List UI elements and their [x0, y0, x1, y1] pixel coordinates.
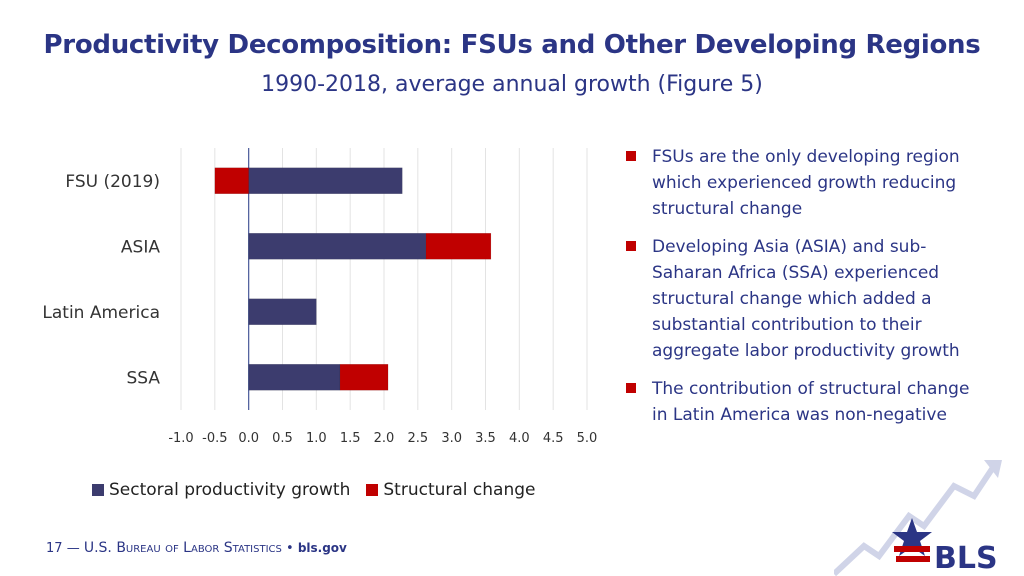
- page-number: 17: [46, 541, 63, 556]
- bar-sectoral: [248, 167, 403, 194]
- bullet-list: FSUs are the only developing region whic…: [626, 144, 976, 440]
- y-category-label: FSU (2019): [65, 172, 160, 192]
- x-tick-label: 3.5: [475, 431, 496, 446]
- logo-text: BLS: [934, 541, 998, 576]
- bar-structural: [214, 167, 249, 194]
- bullet-text: FSUs are the only developing region whic…: [652, 147, 960, 219]
- x-tick-label: 5.0: [577, 431, 598, 446]
- bullet-item: Developing Asia (ASIA) and sub-Saharan A…: [626, 234, 976, 364]
- page-title: Productivity Decomposition: FSUs and Oth…: [43, 30, 981, 60]
- x-tick-label: 3.0: [441, 431, 462, 446]
- footer-dash: —: [66, 541, 80, 556]
- bullet-item: FSUs are the only developing region whic…: [626, 144, 976, 222]
- logo-trend-line: [834, 464, 997, 576]
- x-tick-label: 4.0: [509, 431, 530, 446]
- x-tick-label: 1.5: [340, 431, 361, 446]
- x-tick-label: -0.5: [202, 431, 227, 446]
- legend-label-structural: Structural change: [383, 480, 536, 500]
- x-tick-label: -1.0: [168, 431, 193, 446]
- x-tick-label: 0.5: [272, 431, 293, 446]
- x-tick-label: 1.0: [306, 431, 327, 446]
- y-category-label: Latin America: [42, 303, 160, 323]
- bullet-square-icon: [626, 151, 636, 161]
- chart-legend: Sectoral productivity growth Structural …: [92, 480, 551, 500]
- bar-sectoral: [248, 233, 427, 260]
- page-subtitle: 1990-2018, average annual growth (Figure…: [261, 72, 763, 97]
- bar-sectoral: [248, 364, 341, 391]
- footer-website[interactable]: bls.gov: [297, 541, 347, 555]
- bar-structural: [339, 364, 389, 391]
- bar-sectoral: [248, 298, 317, 325]
- logo-star-icon: [892, 518, 932, 556]
- bar-structural: [425, 233, 492, 260]
- footer-org: U.S. Bureau of Labor Statistics: [83, 540, 282, 556]
- bullet-text: The contribution of structural change in…: [652, 379, 970, 425]
- legend-item-sectoral: Sectoral productivity growth: [92, 480, 350, 500]
- bar-chart: -1.0 -0.5 0.0 0.5 1.0 1.5 2.0 2.5 3.0 3.5 4.0 4.5 5.…: [42, 148, 598, 446]
- x-tick-label: 4.5: [543, 431, 564, 446]
- footer-separator: •: [286, 541, 294, 556]
- bullet-square-icon: [626, 241, 636, 251]
- bullet-square-icon: [626, 383, 636, 393]
- footer: 17 — U.S. Bureau of Labor Statistics • b…: [46, 540, 347, 556]
- logo-stripe: [896, 556, 930, 562]
- logo-arrow-icon: [984, 460, 1002, 478]
- y-category-label: SSA: [126, 368, 160, 388]
- x-tick-label: 0.0: [238, 431, 259, 446]
- bullet-item: The contribution of structural change in…: [626, 376, 976, 428]
- legend-swatch-sectoral: [92, 484, 104, 496]
- legend-label-sectoral: Sectoral productivity growth: [109, 480, 351, 500]
- x-tick-label: 2.5: [407, 431, 428, 446]
- legend-item-structural: Structural change: [366, 480, 535, 500]
- legend-swatch-structural: [366, 484, 379, 496]
- y-category-label: ASIA: [121, 237, 160, 257]
- bullet-text: Developing Asia (ASIA) and sub-Saharan A…: [652, 237, 960, 361]
- x-tick-label: 2.0: [374, 431, 395, 446]
- bls-logo: BLS: [834, 460, 1002, 576]
- logo-stripe: [894, 546, 930, 552]
